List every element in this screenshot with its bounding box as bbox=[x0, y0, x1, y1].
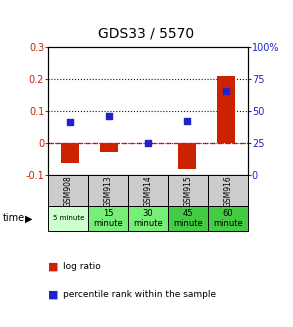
Text: ■: ■ bbox=[48, 289, 59, 299]
Text: time: time bbox=[3, 214, 25, 223]
Text: 5 minute: 5 minute bbox=[52, 215, 84, 221]
Bar bbox=[88, 206, 128, 231]
Bar bbox=[128, 175, 168, 206]
Text: GSM916: GSM916 bbox=[223, 175, 232, 207]
Bar bbox=[128, 206, 168, 231]
Bar bbox=[168, 175, 208, 206]
Text: GSM908: GSM908 bbox=[64, 175, 73, 207]
Text: 60
minute: 60 minute bbox=[213, 209, 243, 228]
Point bbox=[67, 120, 72, 125]
Text: GSM914: GSM914 bbox=[144, 175, 152, 207]
Text: 45
minute: 45 minute bbox=[173, 209, 203, 228]
Bar bbox=[100, 143, 118, 152]
Bar bbox=[48, 175, 88, 206]
Text: 15
minute: 15 minute bbox=[93, 209, 123, 228]
Bar bbox=[208, 206, 248, 231]
Text: GSM913: GSM913 bbox=[104, 175, 113, 207]
Point bbox=[107, 113, 111, 119]
Text: GSM915: GSM915 bbox=[183, 175, 192, 207]
Bar bbox=[48, 206, 88, 231]
Text: ■: ■ bbox=[48, 262, 59, 271]
Point bbox=[146, 141, 150, 146]
Bar bbox=[61, 143, 79, 163]
Text: 30
minute: 30 minute bbox=[133, 209, 163, 228]
Text: percentile rank within the sample: percentile rank within the sample bbox=[63, 290, 216, 299]
Text: ▶: ▶ bbox=[25, 214, 33, 223]
Bar bbox=[178, 143, 196, 169]
Bar bbox=[168, 206, 208, 231]
Point bbox=[224, 88, 229, 93]
Bar bbox=[217, 76, 235, 143]
Bar bbox=[208, 175, 248, 206]
Point bbox=[185, 118, 189, 124]
Bar bbox=[88, 175, 128, 206]
Text: log ratio: log ratio bbox=[63, 262, 101, 271]
Text: GDS33 / 5570: GDS33 / 5570 bbox=[98, 26, 195, 40]
